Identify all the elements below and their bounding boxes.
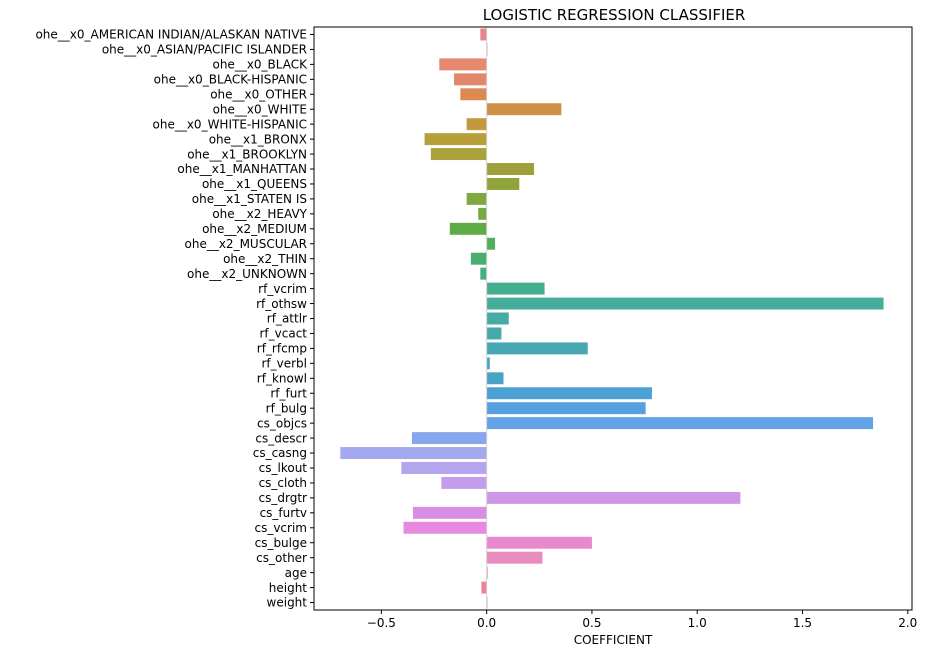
y-tick-label: rf_knowl [257, 371, 307, 385]
x-tick-label: 0.0 [477, 616, 496, 630]
y-tick-label: ohe__x0_AMERICAN INDIAN/ALASKAN NATIVE [35, 28, 307, 42]
y-tick-label: cs_bulge [255, 536, 307, 550]
bar [401, 462, 487, 474]
bar [486, 551, 543, 564]
x-axis: −0.5 0.0 0.5 1.0 1.5 2.0 [367, 610, 917, 630]
bar [486, 536, 592, 549]
bar [481, 581, 487, 594]
bar [478, 207, 487, 220]
bar [486, 342, 588, 355]
y-tick-label: cs_casng [253, 446, 307, 460]
bar [454, 73, 487, 86]
bar [430, 148, 487, 161]
bar [486, 312, 509, 325]
y-tick-label: ohe__x0_ASIAN/PACIFIC ISLANDER [102, 43, 307, 57]
bar [486, 237, 496, 250]
y-tick-label: ohe__x1_BRONX [209, 132, 307, 146]
y-tick-label: ohe__x1_STATEN IS [192, 192, 307, 206]
bar [411, 432, 487, 445]
bar [486, 417, 874, 430]
bar [486, 372, 504, 385]
y-tick-label: weight [267, 596, 308, 610]
bar [480, 267, 487, 280]
bar [486, 566, 488, 579]
chart-title: LOGISTIC REGRESSION CLASSIFIER [483, 6, 746, 24]
bar [441, 476, 487, 489]
y-tick-label: ohe__x2_MEDIUM [202, 222, 307, 236]
y-tick-label: ohe__x2_UNKNOWN [187, 267, 307, 281]
y-tick-label: ohe__x0_BLACK [212, 58, 308, 72]
bar [449, 222, 487, 235]
y-tick-label: cs_drgtr [259, 491, 308, 505]
y-tick-label: rf_vcact [259, 327, 307, 341]
bar [486, 282, 545, 295]
y-tick-label: rf_furt [270, 386, 307, 400]
bar [470, 252, 487, 265]
bars-group [340, 28, 884, 609]
y-tick-label: cs_cloth [259, 476, 307, 490]
y-tick-label: ohe__x1_BROOKLYN [187, 147, 307, 161]
bar [460, 88, 487, 101]
y-tick-label: cs_lkout [259, 461, 308, 475]
y-tick-label: ohe__x2_MUSCULAR [185, 237, 308, 251]
y-tick-label: ohe__x2_THIN [223, 252, 307, 266]
y-tick-label: rf_attlr [267, 312, 307, 326]
y-tick-label: cs_objcs [257, 416, 307, 430]
y-tick-label: ohe__x1_QUEENS [202, 177, 307, 191]
y-tick-label: cs_furtv [260, 506, 307, 520]
bar [439, 58, 487, 71]
y-tick-label: rf_verbl [261, 357, 307, 371]
y-tick-label: cs_descr [255, 431, 307, 445]
bar [403, 521, 487, 534]
y-tick-label: rf_vcrim [258, 282, 307, 296]
y-tick-label: cs_vcrim [254, 521, 307, 535]
bar [486, 103, 562, 116]
bar [486, 402, 646, 415]
x-axis-label: COEFFICIENT [574, 633, 653, 647]
bar [466, 192, 487, 205]
bar [424, 133, 487, 146]
x-tick-label: 1.0 [688, 616, 707, 630]
x-tick-label: −0.5 [367, 616, 396, 630]
y-tick-label: ohe__x0_BLACK-HISPANIC [154, 73, 307, 87]
y-tick-label: ohe__x0_WHITE [213, 102, 307, 116]
y-tick-label: ohe__x0_WHITE-HISPANIC [153, 117, 308, 131]
bar [486, 297, 884, 310]
bar [340, 447, 487, 460]
y-tick-label: ohe__x2_HEAVY [212, 207, 307, 221]
y-tick-label: ohe__x1_MANHATTAN [177, 162, 307, 176]
bar [486, 387, 652, 400]
x-tick-label: 2.0 [898, 616, 917, 630]
y-tick-label: height [269, 581, 308, 595]
bar [480, 28, 487, 41]
x-tick-label: 0.5 [582, 616, 601, 630]
bar [486, 491, 741, 504]
bar [486, 163, 535, 175]
y-tick-label: ohe__x0_OTHER [210, 87, 307, 101]
y-tick-label: rf_bulg [266, 401, 307, 415]
y-tick-label: cs_other [256, 551, 307, 565]
y-tick-label: age [285, 566, 307, 580]
y-tick-label: rf_othsw [256, 297, 307, 311]
y-tick-label: rf_rfcmp [257, 342, 307, 356]
bar [486, 177, 520, 190]
bar [466, 118, 487, 131]
bar [486, 357, 490, 370]
bar [486, 327, 502, 340]
bar [412, 506, 487, 519]
x-tick-label: 1.5 [793, 616, 812, 630]
y-axis: ohe__x0_AMERICAN INDIAN/ALASKAN NATIVEoh… [35, 28, 314, 610]
